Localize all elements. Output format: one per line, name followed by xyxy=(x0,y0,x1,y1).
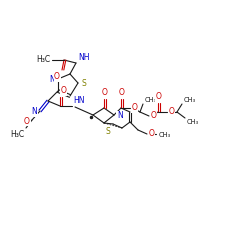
Text: O: O xyxy=(119,88,125,97)
Text: O: O xyxy=(54,72,60,81)
Text: CH₃: CH₃ xyxy=(187,119,199,125)
Text: H₃C: H₃C xyxy=(36,56,50,64)
Text: CH₃: CH₃ xyxy=(145,97,157,103)
Text: O: O xyxy=(24,116,30,126)
Text: N: N xyxy=(31,108,37,116)
Text: S: S xyxy=(105,127,110,136)
Text: O: O xyxy=(169,108,175,116)
Text: O: O xyxy=(102,88,108,97)
Text: CH₃: CH₃ xyxy=(184,97,196,103)
Text: N: N xyxy=(117,112,123,120)
Text: CH₃: CH₃ xyxy=(159,132,171,138)
Text: O: O xyxy=(61,86,67,95)
Text: O: O xyxy=(156,92,162,101)
Text: O: O xyxy=(151,112,157,120)
Text: N: N xyxy=(49,74,55,84)
Text: O: O xyxy=(149,130,155,138)
Text: HN: HN xyxy=(73,96,85,105)
Text: S: S xyxy=(82,78,87,88)
Text: O: O xyxy=(132,104,138,112)
Text: H₃C: H₃C xyxy=(10,130,24,139)
Text: NH: NH xyxy=(78,53,90,62)
